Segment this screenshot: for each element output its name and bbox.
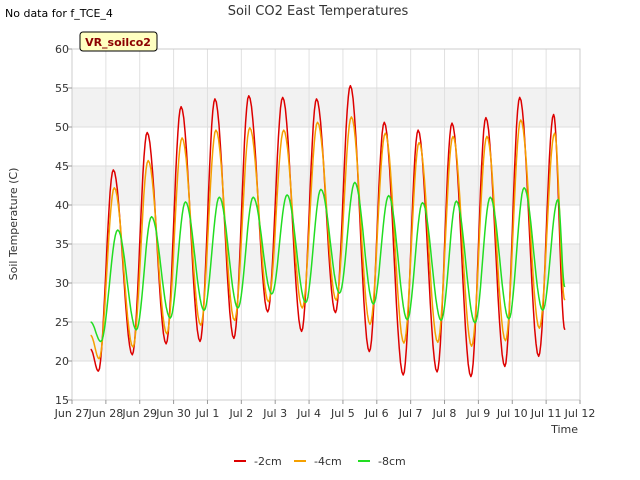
y-tick-label: 55 bbox=[55, 82, 69, 95]
grid-bands bbox=[72, 49, 580, 400]
x-tick-label: Jul 2 bbox=[228, 407, 253, 420]
plot-frame bbox=[71, 48, 581, 401]
legend-label: -4cm bbox=[314, 455, 342, 468]
y-tick-label: 20 bbox=[55, 355, 69, 368]
grid-band bbox=[72, 283, 580, 322]
x-tick-label: Jun 28 bbox=[88, 407, 124, 420]
y-tick-label: 40 bbox=[55, 199, 69, 212]
x-tick-label: Jul 4 bbox=[296, 407, 321, 420]
x-tick-label: Jul 8 bbox=[432, 407, 457, 420]
series-layer bbox=[90, 84, 566, 378]
legend-label: -8cm bbox=[378, 455, 406, 468]
y-tick-label: 50 bbox=[55, 121, 69, 134]
legend: -2cm -4cm -8cm bbox=[234, 455, 406, 468]
station-tag-box bbox=[79, 31, 158, 52]
legend-label: -2cm bbox=[254, 455, 282, 468]
grid-band bbox=[72, 127, 580, 166]
y-tick-label: 45 bbox=[55, 160, 69, 173]
y-tick-label: 25 bbox=[55, 316, 69, 329]
x-tick-label: Jun 29 bbox=[121, 407, 157, 420]
y-tick-label: 30 bbox=[55, 277, 69, 290]
x-tick-label: Jun 27 bbox=[54, 407, 90, 420]
y-tick-label: 60 bbox=[55, 43, 69, 56]
x-axis-label: Time bbox=[550, 423, 578, 436]
legend-item: -4cm bbox=[294, 455, 342, 468]
grid-band bbox=[72, 322, 580, 361]
x-tick-label: Jul 12 bbox=[564, 407, 596, 420]
y-axis-label: Soil Temperature (C) bbox=[7, 168, 20, 281]
no-data-message: No data for f_TCE_4 bbox=[5, 7, 113, 20]
grid-band bbox=[72, 244, 580, 283]
station-tag: VR_soilco2 bbox=[79, 31, 158, 52]
legend-item: -8cm bbox=[358, 455, 406, 468]
legend-item: -2cm bbox=[234, 455, 282, 468]
x-tick-label: Jul 6 bbox=[364, 407, 389, 420]
x-axis-ticks: Jun 27 Jun 28 Jun 29 Jun 30 Jul 1 Jul 2 Jul 3 J… bbox=[54, 400, 596, 420]
y-axis-ticks: 15 20 25 30 35 40 45 50 55 60 bbox=[55, 43, 72, 407]
grid-band bbox=[72, 88, 580, 127]
grid-band bbox=[72, 361, 580, 400]
x-tick-label: Jul 7 bbox=[398, 407, 423, 420]
x-tick-label: Jun 30 bbox=[155, 407, 191, 420]
grid-band bbox=[72, 49, 580, 88]
chart-title: Soil CO2 East Temperatures bbox=[228, 4, 409, 19]
x-tick-label: Jul 10 bbox=[496, 407, 528, 420]
station-tag-label: VR_soilco2 bbox=[85, 36, 151, 49]
x-tick-label: Jul 3 bbox=[262, 407, 287, 420]
y-tick-label: 15 bbox=[55, 394, 69, 407]
series-line-8cm bbox=[90, 181, 566, 343]
x-tick-label: Jul 5 bbox=[330, 407, 355, 420]
x-tick-label: Jul 9 bbox=[466, 407, 491, 420]
x-tick-label: Jul 1 bbox=[195, 407, 220, 420]
x-tick-label: Jul 11 bbox=[530, 407, 562, 420]
y-tick-label: 35 bbox=[55, 238, 69, 251]
